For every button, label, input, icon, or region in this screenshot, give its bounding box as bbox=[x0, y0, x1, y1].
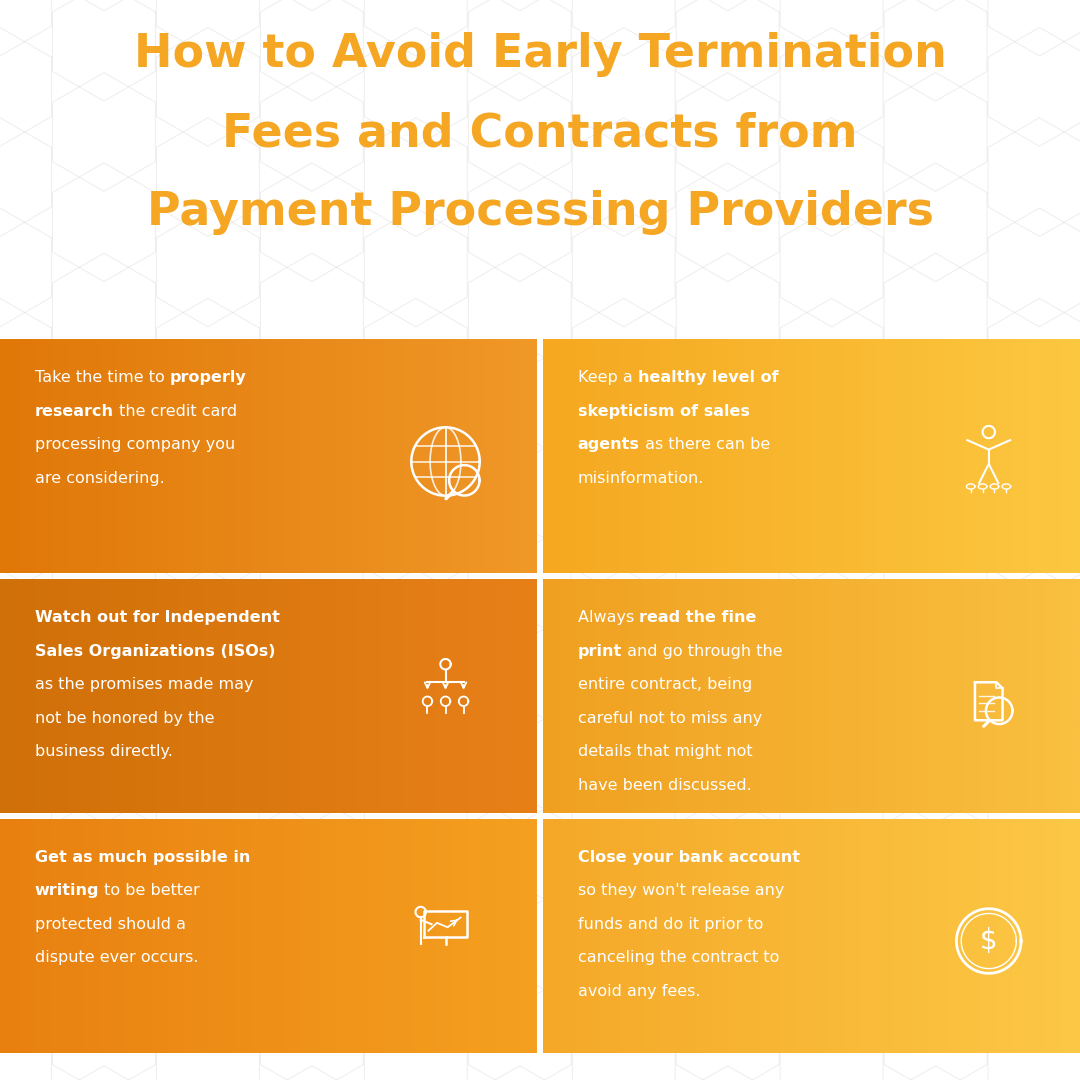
Text: How to Avoid Early Termination: How to Avoid Early Termination bbox=[134, 32, 946, 78]
Text: so they won't release any: so they won't release any bbox=[578, 883, 784, 899]
Text: Payment Processing Providers: Payment Processing Providers bbox=[147, 190, 933, 235]
Text: misinformation.: misinformation. bbox=[578, 471, 704, 486]
Text: Keep a: Keep a bbox=[578, 370, 637, 386]
Text: Take the time to: Take the time to bbox=[35, 370, 170, 386]
Text: agents: agents bbox=[578, 437, 639, 453]
Text: as there can be: as there can be bbox=[639, 437, 770, 453]
Text: processing company you: processing company you bbox=[35, 437, 234, 453]
Text: avoid any fees.: avoid any fees. bbox=[578, 984, 700, 999]
Text: print: print bbox=[578, 644, 622, 659]
Text: have been discussed.: have been discussed. bbox=[578, 778, 752, 793]
Text: skepticism of sales: skepticism of sales bbox=[578, 404, 750, 419]
Text: Sales Organizations (ISOs): Sales Organizations (ISOs) bbox=[35, 644, 275, 659]
Text: protected should a: protected should a bbox=[35, 917, 186, 932]
Text: Watch out for Independent: Watch out for Independent bbox=[35, 610, 280, 625]
Text: Always: Always bbox=[578, 610, 639, 625]
Text: Close your bank account: Close your bank account bbox=[578, 850, 800, 865]
Text: properly: properly bbox=[170, 370, 246, 386]
Text: not be honored by the: not be honored by the bbox=[35, 711, 214, 726]
Text: the credit card: the credit card bbox=[113, 404, 237, 419]
Text: Fees and Contracts from: Fees and Contracts from bbox=[222, 111, 858, 157]
Text: to be better: to be better bbox=[99, 883, 200, 899]
Text: details that might not: details that might not bbox=[578, 744, 753, 759]
Text: dispute ever occurs.: dispute ever occurs. bbox=[35, 950, 198, 966]
Text: and go through the: and go through the bbox=[622, 644, 783, 659]
Text: funds and do it prior to: funds and do it prior to bbox=[578, 917, 764, 932]
Text: careful not to miss any: careful not to miss any bbox=[578, 711, 762, 726]
Text: Get as much possible in: Get as much possible in bbox=[35, 850, 249, 865]
Text: entire contract, being: entire contract, being bbox=[578, 677, 752, 692]
Text: as the promises made may: as the promises made may bbox=[35, 677, 253, 692]
Text: writing: writing bbox=[35, 883, 99, 899]
Text: canceling the contract to: canceling the contract to bbox=[578, 950, 779, 966]
Text: read the fine: read the fine bbox=[639, 610, 757, 625]
Text: healthy level of: healthy level of bbox=[637, 370, 779, 386]
Text: business directly.: business directly. bbox=[35, 744, 173, 759]
Text: $: $ bbox=[980, 927, 998, 955]
Text: research: research bbox=[35, 404, 113, 419]
Text: are considering.: are considering. bbox=[35, 471, 164, 486]
